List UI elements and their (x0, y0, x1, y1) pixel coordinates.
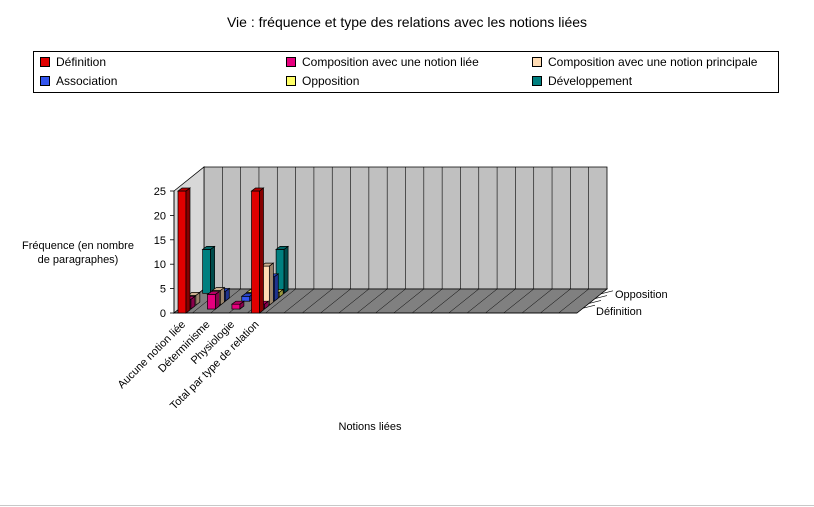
depth-tick (594, 295, 608, 299)
legend-item: Association (40, 74, 117, 88)
bar (231, 303, 241, 310)
floor-line (540, 288, 571, 314)
floor-line (558, 288, 589, 314)
floor-line (283, 288, 315, 314)
legend-swatch (532, 57, 542, 67)
y-axis-title-line2: de paragraphes) (38, 254, 119, 266)
chart-legend: Définition Composition avec une notion li… (33, 51, 779, 93)
legend-swatch (286, 76, 296, 86)
x-axis-title: Notions liées (339, 421, 402, 433)
bar-top (201, 246, 216, 250)
bar-side (210, 245, 215, 295)
bar-top (176, 187, 192, 192)
bar-top (260, 262, 275, 267)
y-tick-label: 10 (154, 259, 166, 271)
floor-line (411, 288, 443, 314)
bar-top (211, 287, 226, 291)
floor-line (357, 288, 388, 314)
floor-line (393, 288, 424, 314)
bar-top (275, 246, 290, 250)
y-tick-label: 25 (154, 186, 166, 198)
legend-item: Composition avec une notion liée (286, 55, 479, 69)
bar-side (283, 245, 289, 295)
floor-line (430, 288, 461, 314)
floor-line (375, 288, 406, 314)
page-divider (0, 505, 814, 506)
legend-label: Composition avec une notion principale (548, 55, 758, 69)
legend-label: Opposition (302, 74, 360, 88)
floor-line (466, 288, 498, 314)
depth-tick (582, 304, 596, 309)
legend-label: Composition avec une notion liée (302, 55, 479, 69)
legend-item: Opposition (286, 74, 359, 88)
y-tick-label: 5 (160, 284, 166, 296)
depth-label: Définition (596, 306, 642, 318)
legend-label: Définition (56, 55, 107, 69)
depth-tick (600, 290, 614, 295)
floor-line (448, 288, 479, 314)
legend-swatch (532, 76, 542, 86)
legend-item: Développement (532, 74, 632, 88)
bar (241, 295, 251, 302)
bar (251, 190, 260, 314)
floor-line (503, 288, 534, 314)
legend-swatch (286, 57, 296, 67)
floor-line (302, 288, 333, 314)
depth-label: Opposition (615, 289, 668, 301)
legend-label: Association (56, 74, 118, 88)
legend-item: Composition avec une notion principale (532, 55, 757, 69)
chart-title: Vie : fréquence et type des relations av… (226, 14, 588, 30)
floor-line (485, 288, 516, 314)
bar-side (185, 187, 191, 314)
floor-line (320, 288, 351, 314)
floor-line (338, 288, 370, 314)
legend-swatch (40, 57, 50, 67)
floor-line (576, 288, 608, 314)
floor-line (521, 288, 553, 314)
bar-top (230, 300, 245, 305)
bar-top (206, 291, 221, 295)
bar-top (250, 187, 265, 192)
bar-side (268, 262, 274, 306)
legend-swatch (40, 76, 50, 86)
floor-line (265, 288, 296, 314)
y-tick-label: 20 (154, 210, 166, 222)
bar-top (186, 292, 201, 296)
y-tick-label: 15 (154, 235, 166, 247)
bar (207, 294, 216, 310)
bar (202, 249, 211, 294)
y-axis-title: Fréquence (en nombre (22, 240, 134, 252)
legend-label: Développement (548, 74, 633, 88)
y-tick-label: 0 (160, 308, 166, 320)
depth-tick (588, 300, 602, 304)
bar-side (259, 187, 264, 314)
bar (177, 190, 187, 314)
legend-item: Définition (40, 55, 106, 69)
bar-side (273, 273, 279, 302)
